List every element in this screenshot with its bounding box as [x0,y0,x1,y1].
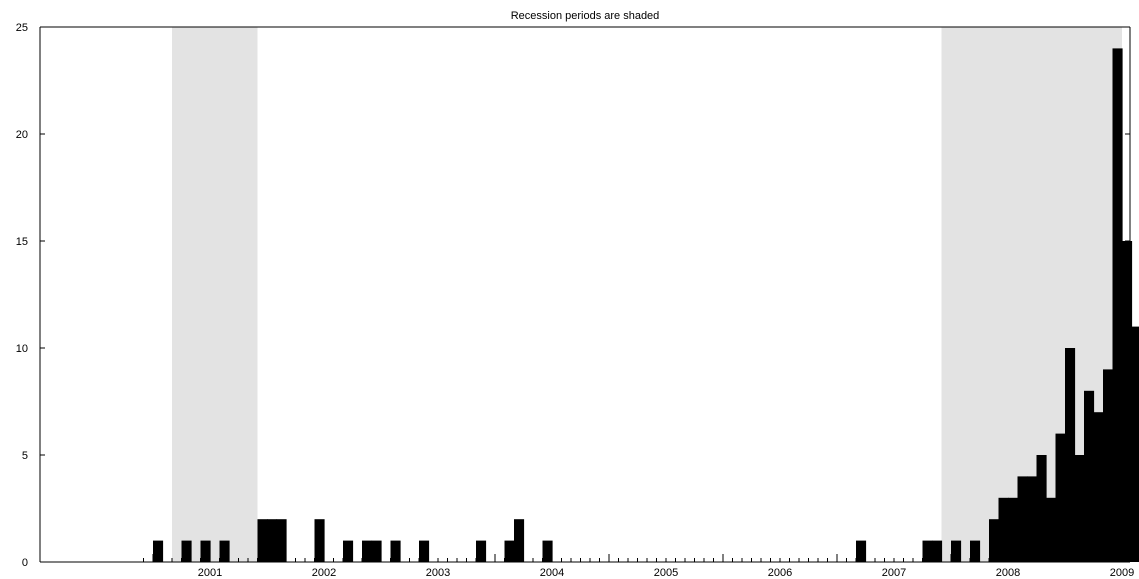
recession-shade-1 [172,27,258,562]
bar-2001-06 [200,540,211,562]
bar-2009-04 [1093,412,1104,562]
bar-2008-08 [1017,476,1028,562]
x-tick-label-2008: 2008 [996,567,1020,579]
bar-2008-12 [1055,433,1066,562]
bar-2008-06 [998,497,1009,562]
bar-2003-05 [419,540,430,562]
bar-2007-03 [856,540,867,562]
x-tick-label-2007: 2007 [882,567,906,579]
bar-2009-06 [1112,48,1123,562]
bar-2008-09 [1027,476,1038,562]
y-tick-label-10: 10 [16,343,28,355]
axes [39,26,1131,563]
y-axis-ticks: 0 5 10 15 20 25 [16,22,1130,569]
y-tick-label-15: 15 [16,236,28,248]
y-tick-label-25: 25 [16,22,28,34]
bar-2002-02 [276,519,287,562]
bar-2002-11 [362,540,373,562]
bar-2009-05 [1103,369,1114,562]
bar-2008-10 [1036,455,1047,562]
bar-2001-01 [153,540,164,562]
bar-2007-11 [932,540,943,562]
bar-2002-06 [314,519,325,562]
bar-2009-01 [1065,348,1076,562]
y-tick-label-0: 0 [22,557,28,569]
bar-2002-12 [371,540,382,562]
x-tick-label-2009: 2009 [1110,567,1134,579]
bar-2001-08 [219,540,230,562]
bar-layer [153,48,1139,562]
bar-2003-11 [476,540,487,562]
recession-shading-layer [172,27,1122,562]
y-tick-label-20: 20 [16,129,28,141]
x-tick-label-2001: 2001 [198,567,222,579]
x-tick-label-2002: 2002 [312,567,336,579]
bar-2003-02 [390,540,401,562]
bar-2008-01 [951,540,962,562]
y-tick-label-5: 5 [22,450,28,462]
bar-2001-12 [257,519,268,562]
x-tick-label-2006: 2006 [768,567,792,579]
bar-2007-10 [922,540,933,562]
bar-2009-08 [1131,326,1139,562]
x-tick-label-2005: 2005 [654,567,678,579]
bar-2009-02 [1074,455,1085,562]
bar-2002-01 [267,519,278,562]
bar-2008-05 [989,519,1000,562]
bar-2004-06 [542,540,553,562]
bar-2001-04 [181,540,192,562]
bar-2009-07 [1122,241,1133,562]
x-tick-label-2004: 2004 [540,567,564,579]
bar-2004-03 [514,519,525,562]
bar-2008-03 [970,540,981,562]
bar-2008-07 [1008,497,1019,562]
x-tick-label-2003: 2003 [426,567,450,579]
chart-title: Recession periods are shaded [511,10,660,22]
bar-2004-02 [504,540,515,562]
bar-2009-03 [1084,390,1095,562]
x-axis-ticks: 2001 2002 2003 2004 2005 2006 2007 2008 2009 [143,554,1134,579]
bar-2002-09 [343,540,354,562]
bar-2008-11 [1046,497,1057,562]
